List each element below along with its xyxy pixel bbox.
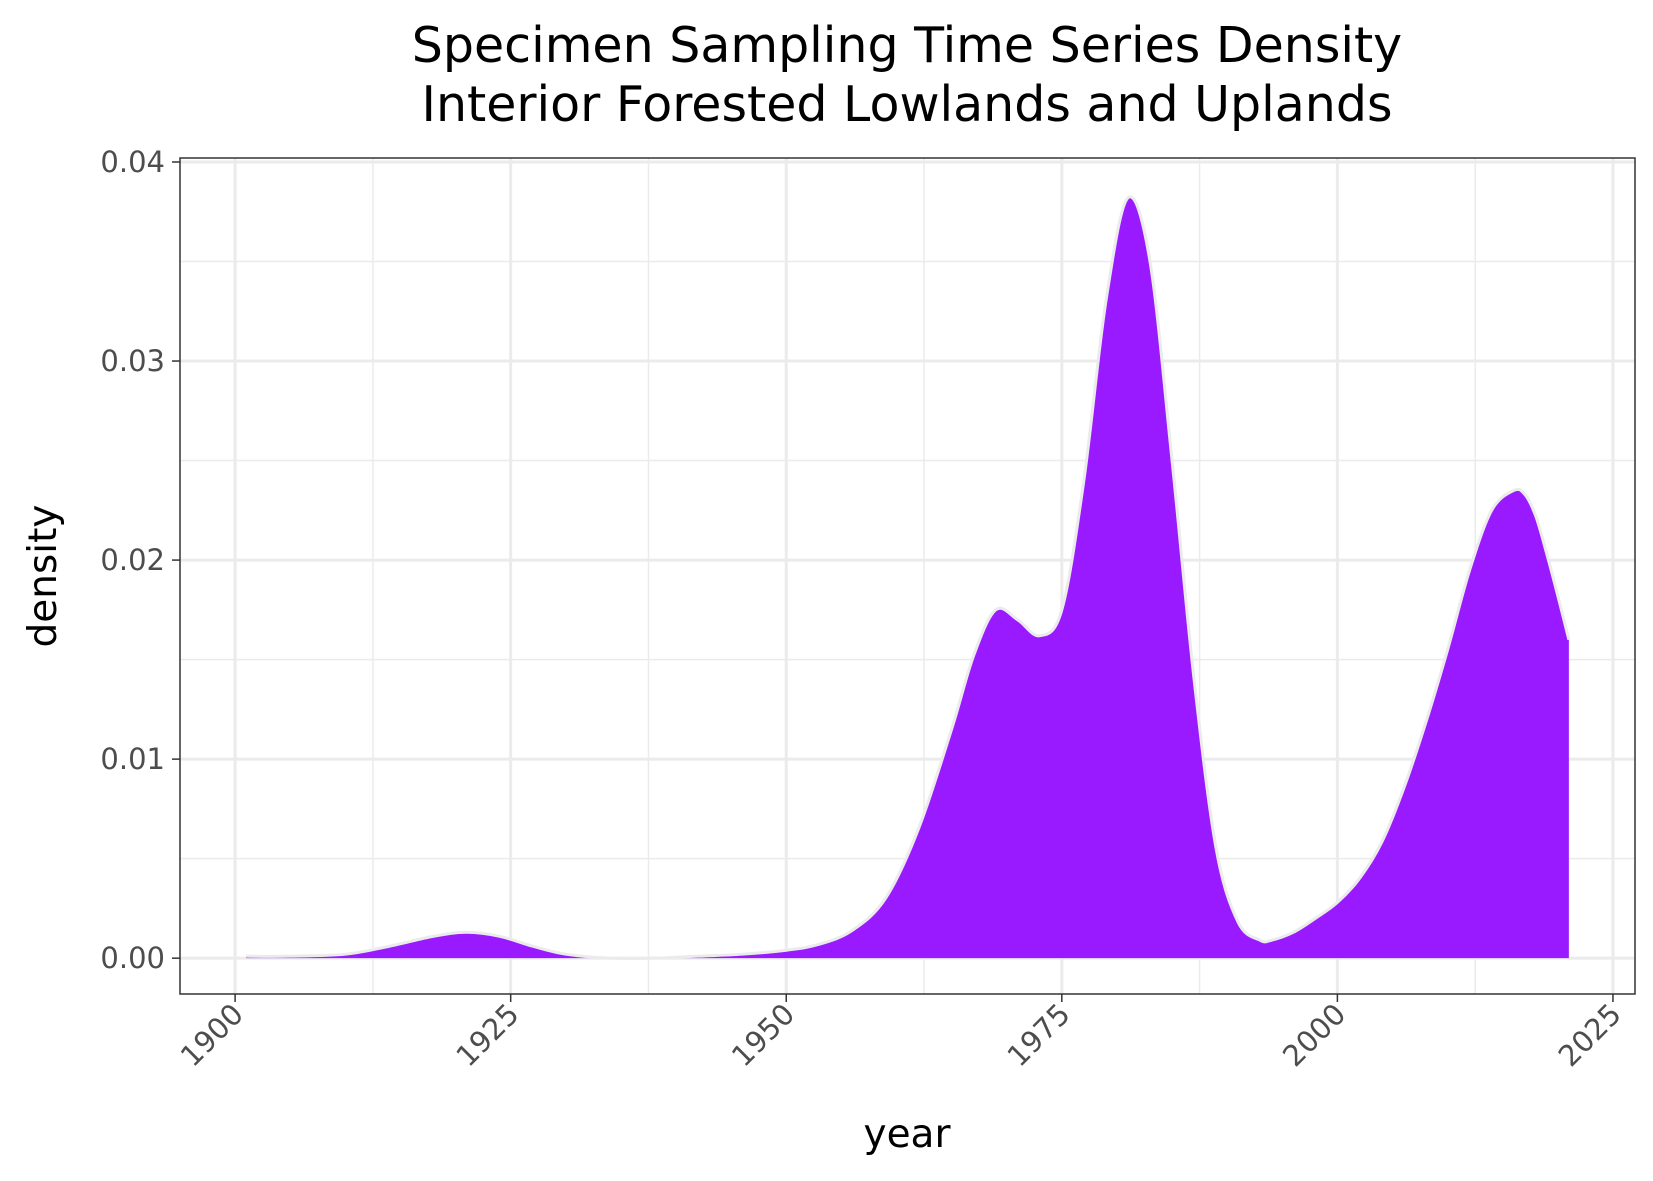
x-axis: 1900 1925 1950 1975 2000 2025 — [174, 994, 1628, 1073]
x-axis-title: year — [863, 1112, 951, 1157]
x-tick-label: 1950 — [725, 997, 801, 1073]
x-tick-label: 1975 — [1001, 997, 1077, 1073]
density-fill — [246, 196, 1569, 959]
y-tick-label: 0.02 — [100, 543, 165, 577]
density-area — [246, 195, 1571, 961]
y-axis-title: density — [21, 505, 66, 648]
x-tick-label: 1900 — [174, 997, 250, 1073]
y-axis: 0.00 0.01 0.02 0.03 0.04 — [100, 145, 180, 975]
y-tick-label: 0.03 — [100, 344, 165, 378]
major-gridlines — [180, 158, 1635, 994]
chart-subtitle: Interior Forested Lowlands and Uplands — [422, 76, 1393, 133]
density-outline — [246, 195, 1571, 961]
plot-border — [179, 157, 1636, 995]
x-tick-label: 2025 — [1552, 997, 1628, 1073]
y-tick-label: 0.04 — [100, 145, 165, 179]
x-tick-label: 2000 — [1276, 997, 1352, 1073]
x-tick-label: 1925 — [449, 997, 525, 1073]
y-tick-label: 0.00 — [100, 941, 165, 975]
chart-title: Specimen Sampling Time Series Density — [412, 17, 1402, 74]
y-tick-label: 0.01 — [100, 742, 165, 776]
